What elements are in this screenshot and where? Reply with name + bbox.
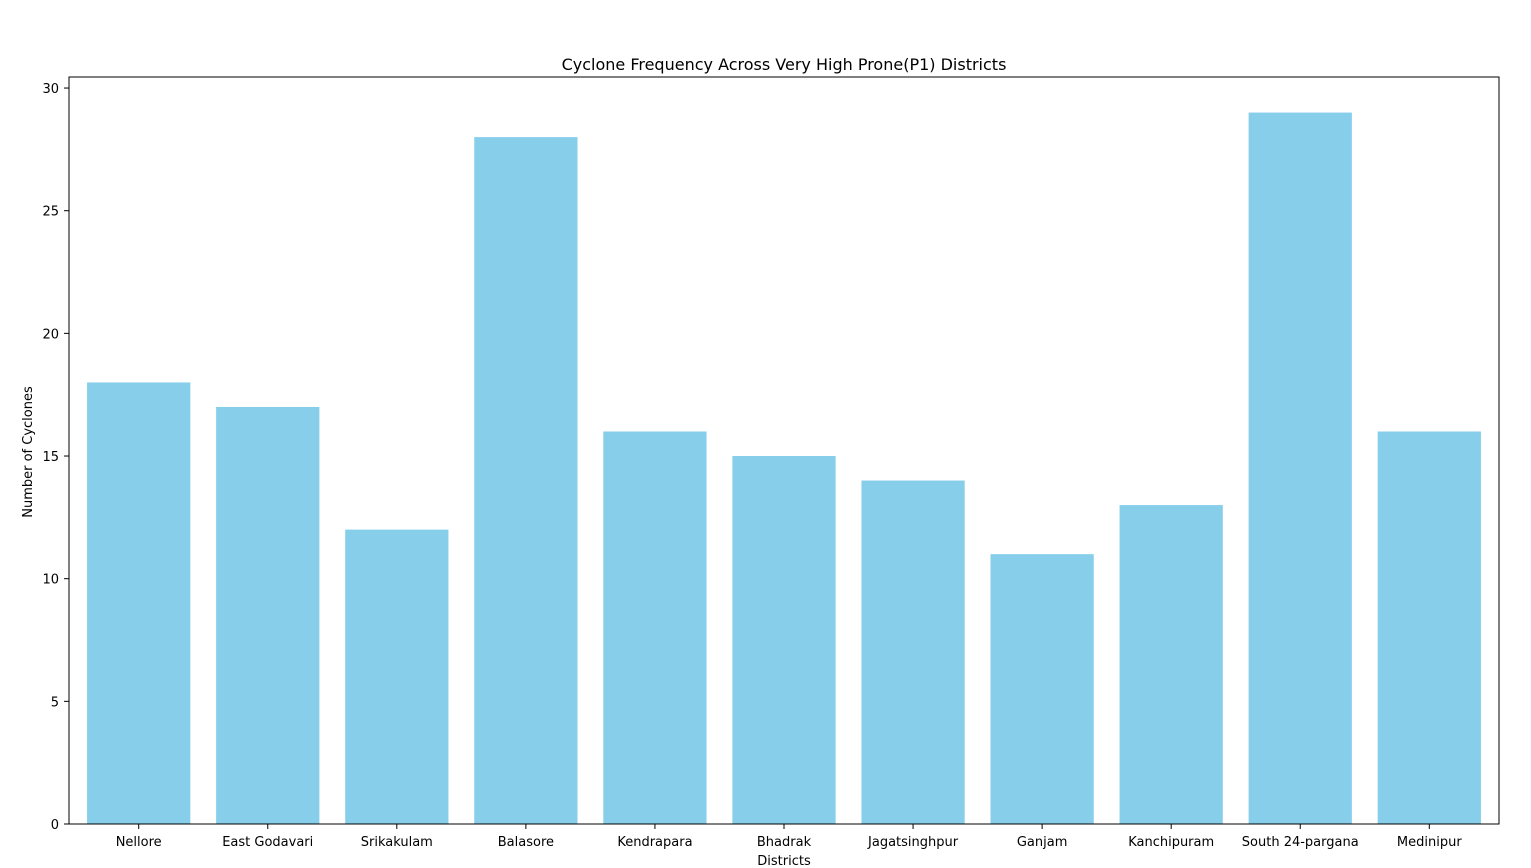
- bar-balasore: [474, 137, 578, 824]
- x-axis-label: Districts: [757, 854, 811, 868]
- y-tick-label: 5: [51, 695, 59, 710]
- bars-group: [87, 112, 1481, 825]
- bar-medinipur: [1377, 431, 1481, 824]
- y-tick-label: 10: [42, 573, 59, 588]
- x-axis: Nellore East Godavari Srikakulam Balasore Ke…: [116, 824, 1462, 850]
- y-tick-label: 20: [42, 327, 59, 342]
- y-tick-label: 30: [42, 82, 59, 97]
- x-tick-label: South 24-pargana: [1242, 835, 1359, 850]
- x-tick-label: Jagatsinghpur: [867, 835, 959, 850]
- x-tick-label: Nellore: [116, 835, 162, 850]
- x-tick-label: Bhadrak: [757, 835, 812, 850]
- bar-srikakulam: [345, 529, 449, 824]
- x-tick-label: Balasore: [498, 835, 554, 850]
- x-tick-label: Kendrapara: [617, 835, 692, 850]
- bar-jagatsinghpur: [861, 480, 965, 824]
- y-tick-label: 25: [42, 205, 59, 220]
- y-axis: 0 5 10 15 20 25 30: [42, 82, 69, 833]
- x-tick-label: Medinipur: [1397, 835, 1462, 850]
- bar-kanchipuram: [1119, 505, 1223, 824]
- x-tick-label: Srikakulam: [361, 835, 433, 850]
- x-tick-label: Ganjam: [1017, 835, 1068, 850]
- bar-south-24-pargana: [1248, 112, 1352, 825]
- bar-bhadrak: [732, 456, 836, 824]
- y-tick-label: 15: [42, 450, 59, 465]
- bar-east-godavari: [216, 406, 320, 824]
- x-tick-label: East Godavari: [222, 835, 313, 850]
- y-axis-label: Number of Cyclones: [21, 386, 36, 518]
- y-tick-label: 0: [51, 818, 59, 833]
- chart-title: Cyclone Frequency Across Very High Prone…: [562, 55, 1007, 74]
- bar-kendrapara: [603, 431, 707, 824]
- bar-nellore: [87, 382, 191, 824]
- x-tick-label: Kanchipuram: [1128, 835, 1214, 850]
- bar-ganjam: [990, 554, 1094, 824]
